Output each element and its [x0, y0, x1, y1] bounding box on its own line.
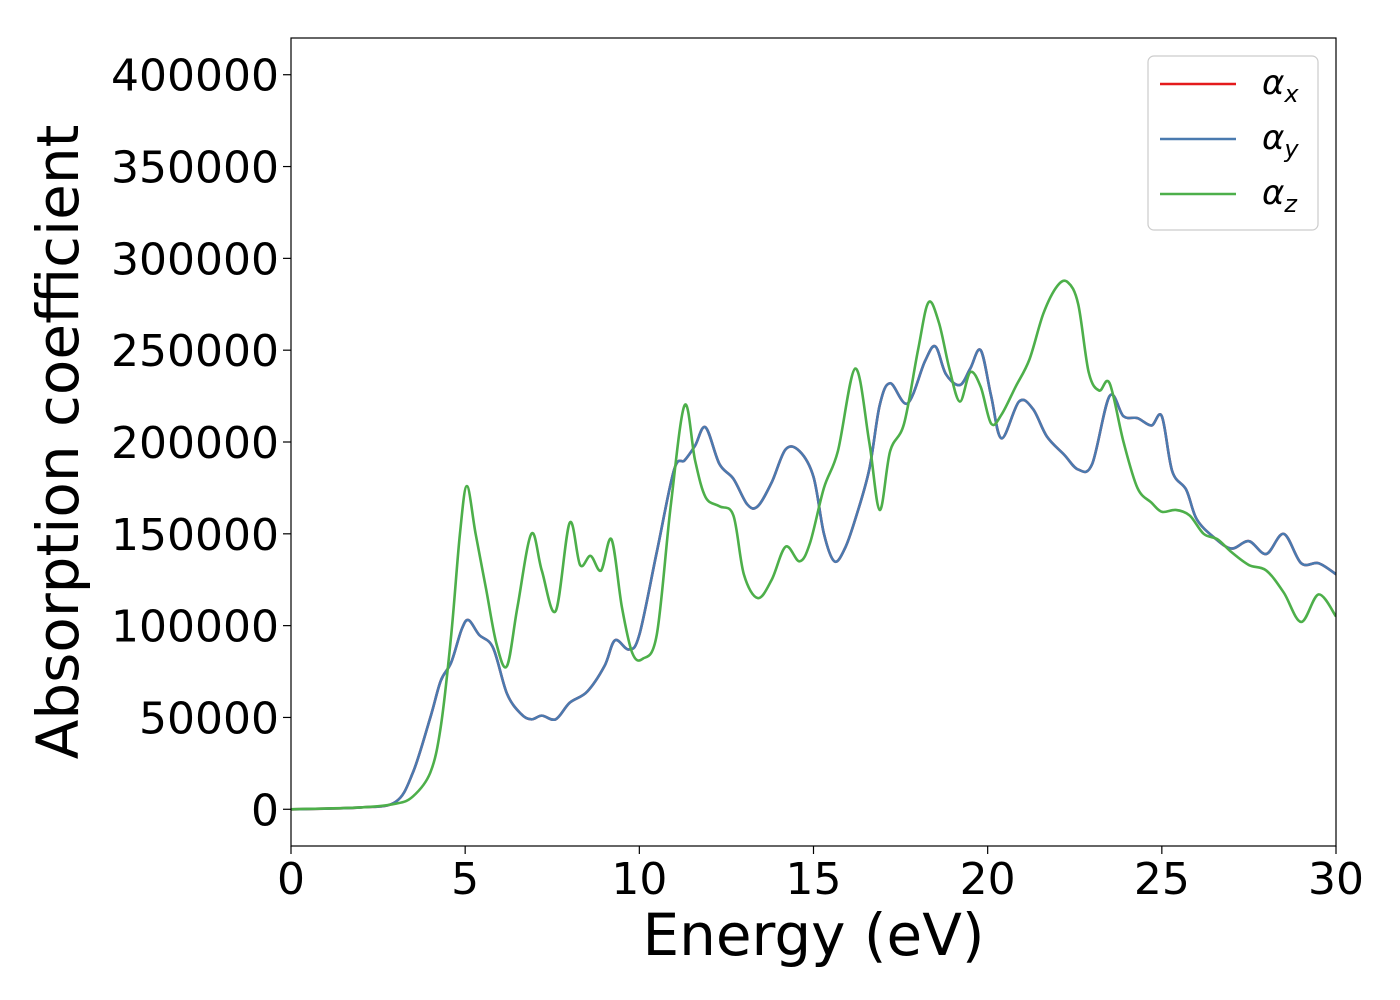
y-tick-label: 150000 — [111, 510, 279, 561]
legend-entry-z: αz — [1262, 173, 1298, 218]
x-axis-ticks: 0 5 10 15 20 25 30 — [277, 846, 1364, 905]
series-layer — [291, 279, 1336, 811]
legend-box — [1147, 55, 1319, 231]
x-tick-label: 25 — [1134, 854, 1190, 905]
x-tick-label: 0 — [277, 854, 305, 905]
y-axis-ticks: 0 50000 100000 150000 200000 250000 300000 3500… — [111, 51, 291, 836]
x-tick-label: 30 — [1308, 854, 1364, 905]
x-tick-label: 10 — [611, 854, 667, 905]
legend-entry-x: αx — [1262, 63, 1299, 108]
y-tick-label: 400000 — [111, 51, 279, 102]
x-axis-label: Energy (eV) — [642, 901, 984, 969]
y-tick-label: 200000 — [111, 418, 279, 469]
y-tick-label: 350000 — [111, 143, 279, 194]
x-tick-label: 15 — [786, 854, 842, 905]
x-tick-label: 5 — [451, 854, 479, 905]
legend-entry-y: αy — [1262, 118, 1299, 163]
series-line-z — [291, 279, 1336, 811]
y-axis-label: Absorption coefficient — [24, 125, 92, 760]
y-tick-label: 100000 — [111, 602, 279, 653]
y-tick-label: 50000 — [139, 693, 279, 744]
y-tick-label: 300000 — [111, 234, 279, 285]
y-tick-label: 250000 — [111, 326, 279, 377]
y-tick-label: 0 — [251, 785, 279, 836]
series-line-y — [291, 344, 1336, 811]
x-tick-label: 20 — [960, 854, 1016, 905]
series-line-x — [291, 344, 1336, 811]
legend: αx αy αz — [1147, 55, 1319, 231]
